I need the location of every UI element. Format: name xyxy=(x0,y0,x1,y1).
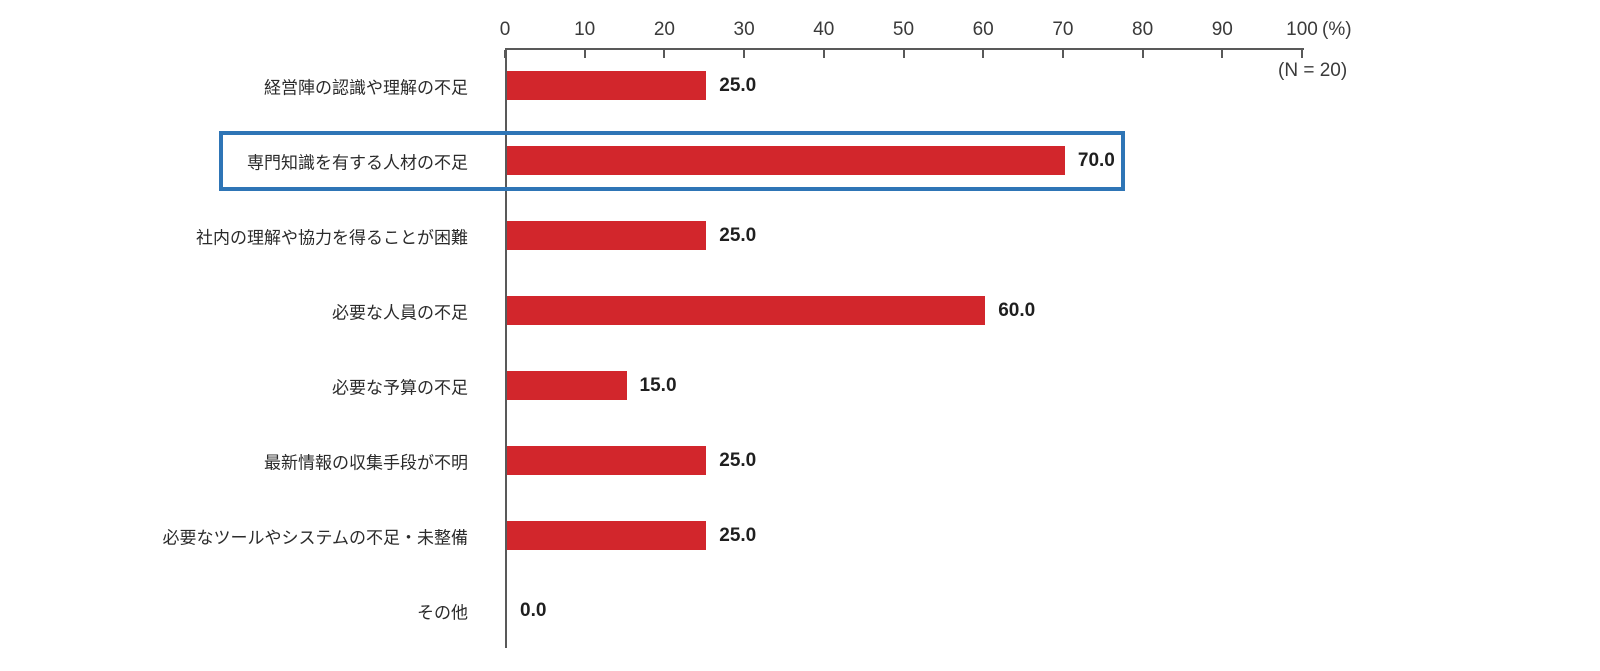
value-label: 25.0 xyxy=(719,449,757,471)
value-label: 25.0 xyxy=(719,74,757,96)
x-axis-tick-label: 0 xyxy=(499,19,511,40)
x-axis-tick-label: 80 xyxy=(1132,19,1154,40)
x-axis-tick xyxy=(822,50,825,58)
category-label: 社内の理解や協力を得ることが困難 xyxy=(196,228,468,247)
category-label: その他 xyxy=(417,603,468,622)
x-axis-tick xyxy=(504,50,506,58)
x-axis-tick xyxy=(902,50,905,58)
x-axis-line xyxy=(505,48,1304,50)
sample-size-label: (N = 20) xyxy=(1278,60,1348,81)
data-bar xyxy=(507,221,707,250)
value-label: 0.0 xyxy=(520,599,547,621)
data-bar xyxy=(507,371,627,400)
x-axis-tick xyxy=(1221,50,1224,58)
x-axis-tick xyxy=(743,50,746,58)
category-label: 必要な人員の不足 xyxy=(332,303,468,322)
x-axis-tick xyxy=(583,50,586,58)
x-axis-tick-label: 30 xyxy=(733,19,755,40)
x-axis-tick-label: 60 xyxy=(972,19,994,40)
data-bar xyxy=(507,146,1065,175)
x-axis-tick-label: 100 xyxy=(1286,19,1318,40)
x-axis-tick xyxy=(663,50,666,58)
x-axis-tick-label: 70 xyxy=(1052,19,1074,40)
x-axis-tick xyxy=(982,50,985,58)
x-axis-tick xyxy=(1061,50,1064,58)
x-axis-tick-label: 40 xyxy=(813,19,835,40)
x-axis-tick-label: 10 xyxy=(574,19,596,40)
x-axis-tick xyxy=(1141,50,1144,58)
data-bar xyxy=(507,521,707,550)
x-axis-tick xyxy=(1301,50,1303,58)
data-bar xyxy=(507,446,707,475)
category-label: 最新情報の収集手段が不明 xyxy=(264,453,468,472)
data-bar xyxy=(507,296,986,325)
data-bar xyxy=(507,71,707,100)
x-axis-tick-label: 90 xyxy=(1211,19,1233,40)
x-axis-unit-label: (%) xyxy=(1322,19,1352,40)
value-label: 25.0 xyxy=(719,524,757,546)
value-label: 70.0 xyxy=(1077,149,1115,171)
category-label: 専門知識を有する人材の不足 xyxy=(247,153,468,172)
x-axis-tick-label: 50 xyxy=(892,19,915,40)
value-label: 15.0 xyxy=(639,374,677,396)
category-label: 必要なツールやシステムの不足・未整備 xyxy=(162,528,469,547)
x-axis-tick-label: 20 xyxy=(653,19,675,40)
y-axis-line xyxy=(505,48,507,648)
value-label: 60.0 xyxy=(998,299,1036,321)
category-label: 経営陣の認識や理解の不足 xyxy=(264,78,468,97)
category-label: 必要な予算の不足 xyxy=(332,378,468,397)
value-label: 25.0 xyxy=(719,224,757,246)
